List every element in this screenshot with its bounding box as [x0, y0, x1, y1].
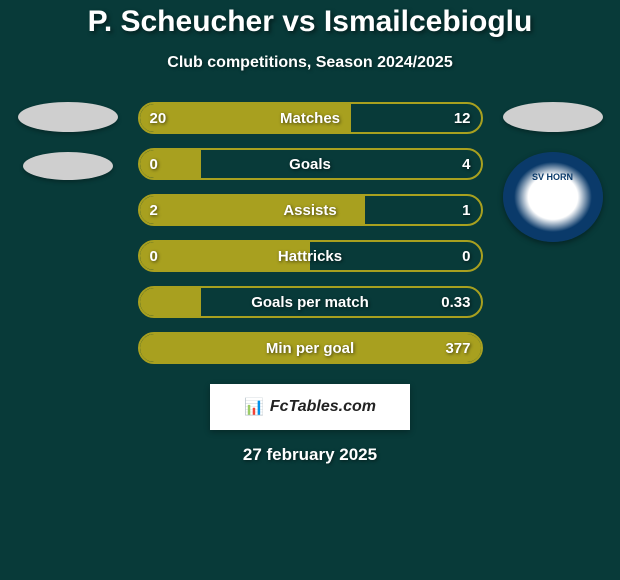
club-logo-text: SV HORN: [532, 172, 573, 182]
date-text: 27 february 2025: [243, 445, 377, 465]
stat-row-matches: 20 Matches 12: [138, 102, 483, 134]
left-player-avatars: [18, 102, 118, 180]
stat-bars: 20 Matches 12 0 Goals 4 2 Assists 1: [138, 102, 483, 364]
stat-right-value: 0: [462, 248, 470, 265]
stat-left-value: 20: [150, 110, 167, 127]
stat-label: Assists: [283, 202, 336, 219]
stat-left-value: 2: [150, 202, 158, 219]
comparison-container: P. Scheucher vs Ismailcebioglu Club comp…: [0, 0, 620, 580]
page-title: P. Scheucher vs Ismailcebioglu: [88, 5, 533, 39]
right-player-avatar: [503, 102, 603, 132]
branding-text: FcTables.com: [270, 398, 376, 416]
stat-label: Goals per match: [251, 294, 369, 311]
page-subtitle: Club competitions, Season 2024/2025: [167, 54, 452, 72]
stat-row-min-per-goal: Min per goal 377: [138, 332, 483, 364]
stat-right-value: 12: [454, 110, 471, 127]
left-player-avatar: [18, 102, 118, 132]
stat-label: Goals: [289, 156, 331, 173]
stat-right-value: 0.33: [441, 294, 470, 311]
stat-right-value: 377: [445, 340, 470, 357]
stat-right-value: 1: [462, 202, 470, 219]
stat-row-assists: 2 Assists 1: [138, 194, 483, 226]
stat-label: Min per goal: [266, 340, 354, 357]
stat-row-goals-per-match: Goals per match 0.33: [138, 286, 483, 318]
stat-left-value: 0: [150, 156, 158, 173]
stat-right-value: 4: [462, 156, 470, 173]
right-player-avatars: SV HORN: [503, 102, 603, 242]
stat-row-goals: 0 Goals 4: [138, 148, 483, 180]
stat-label: Hattricks: [278, 248, 342, 265]
stat-left-value: 0: [150, 248, 158, 265]
right-club-logo: SV HORN: [503, 152, 603, 242]
branding-box: 📊 FcTables.com: [210, 384, 410, 430]
chart-icon: 📊: [244, 397, 264, 417]
left-club-avatar: [23, 152, 113, 180]
comparison-area: 20 Matches 12 0 Goals 4 2 Assists 1: [0, 102, 620, 364]
stat-row-hattricks: 0 Hattricks 0: [138, 240, 483, 272]
stat-label: Matches: [280, 110, 340, 127]
bar-fill: [140, 288, 201, 316]
